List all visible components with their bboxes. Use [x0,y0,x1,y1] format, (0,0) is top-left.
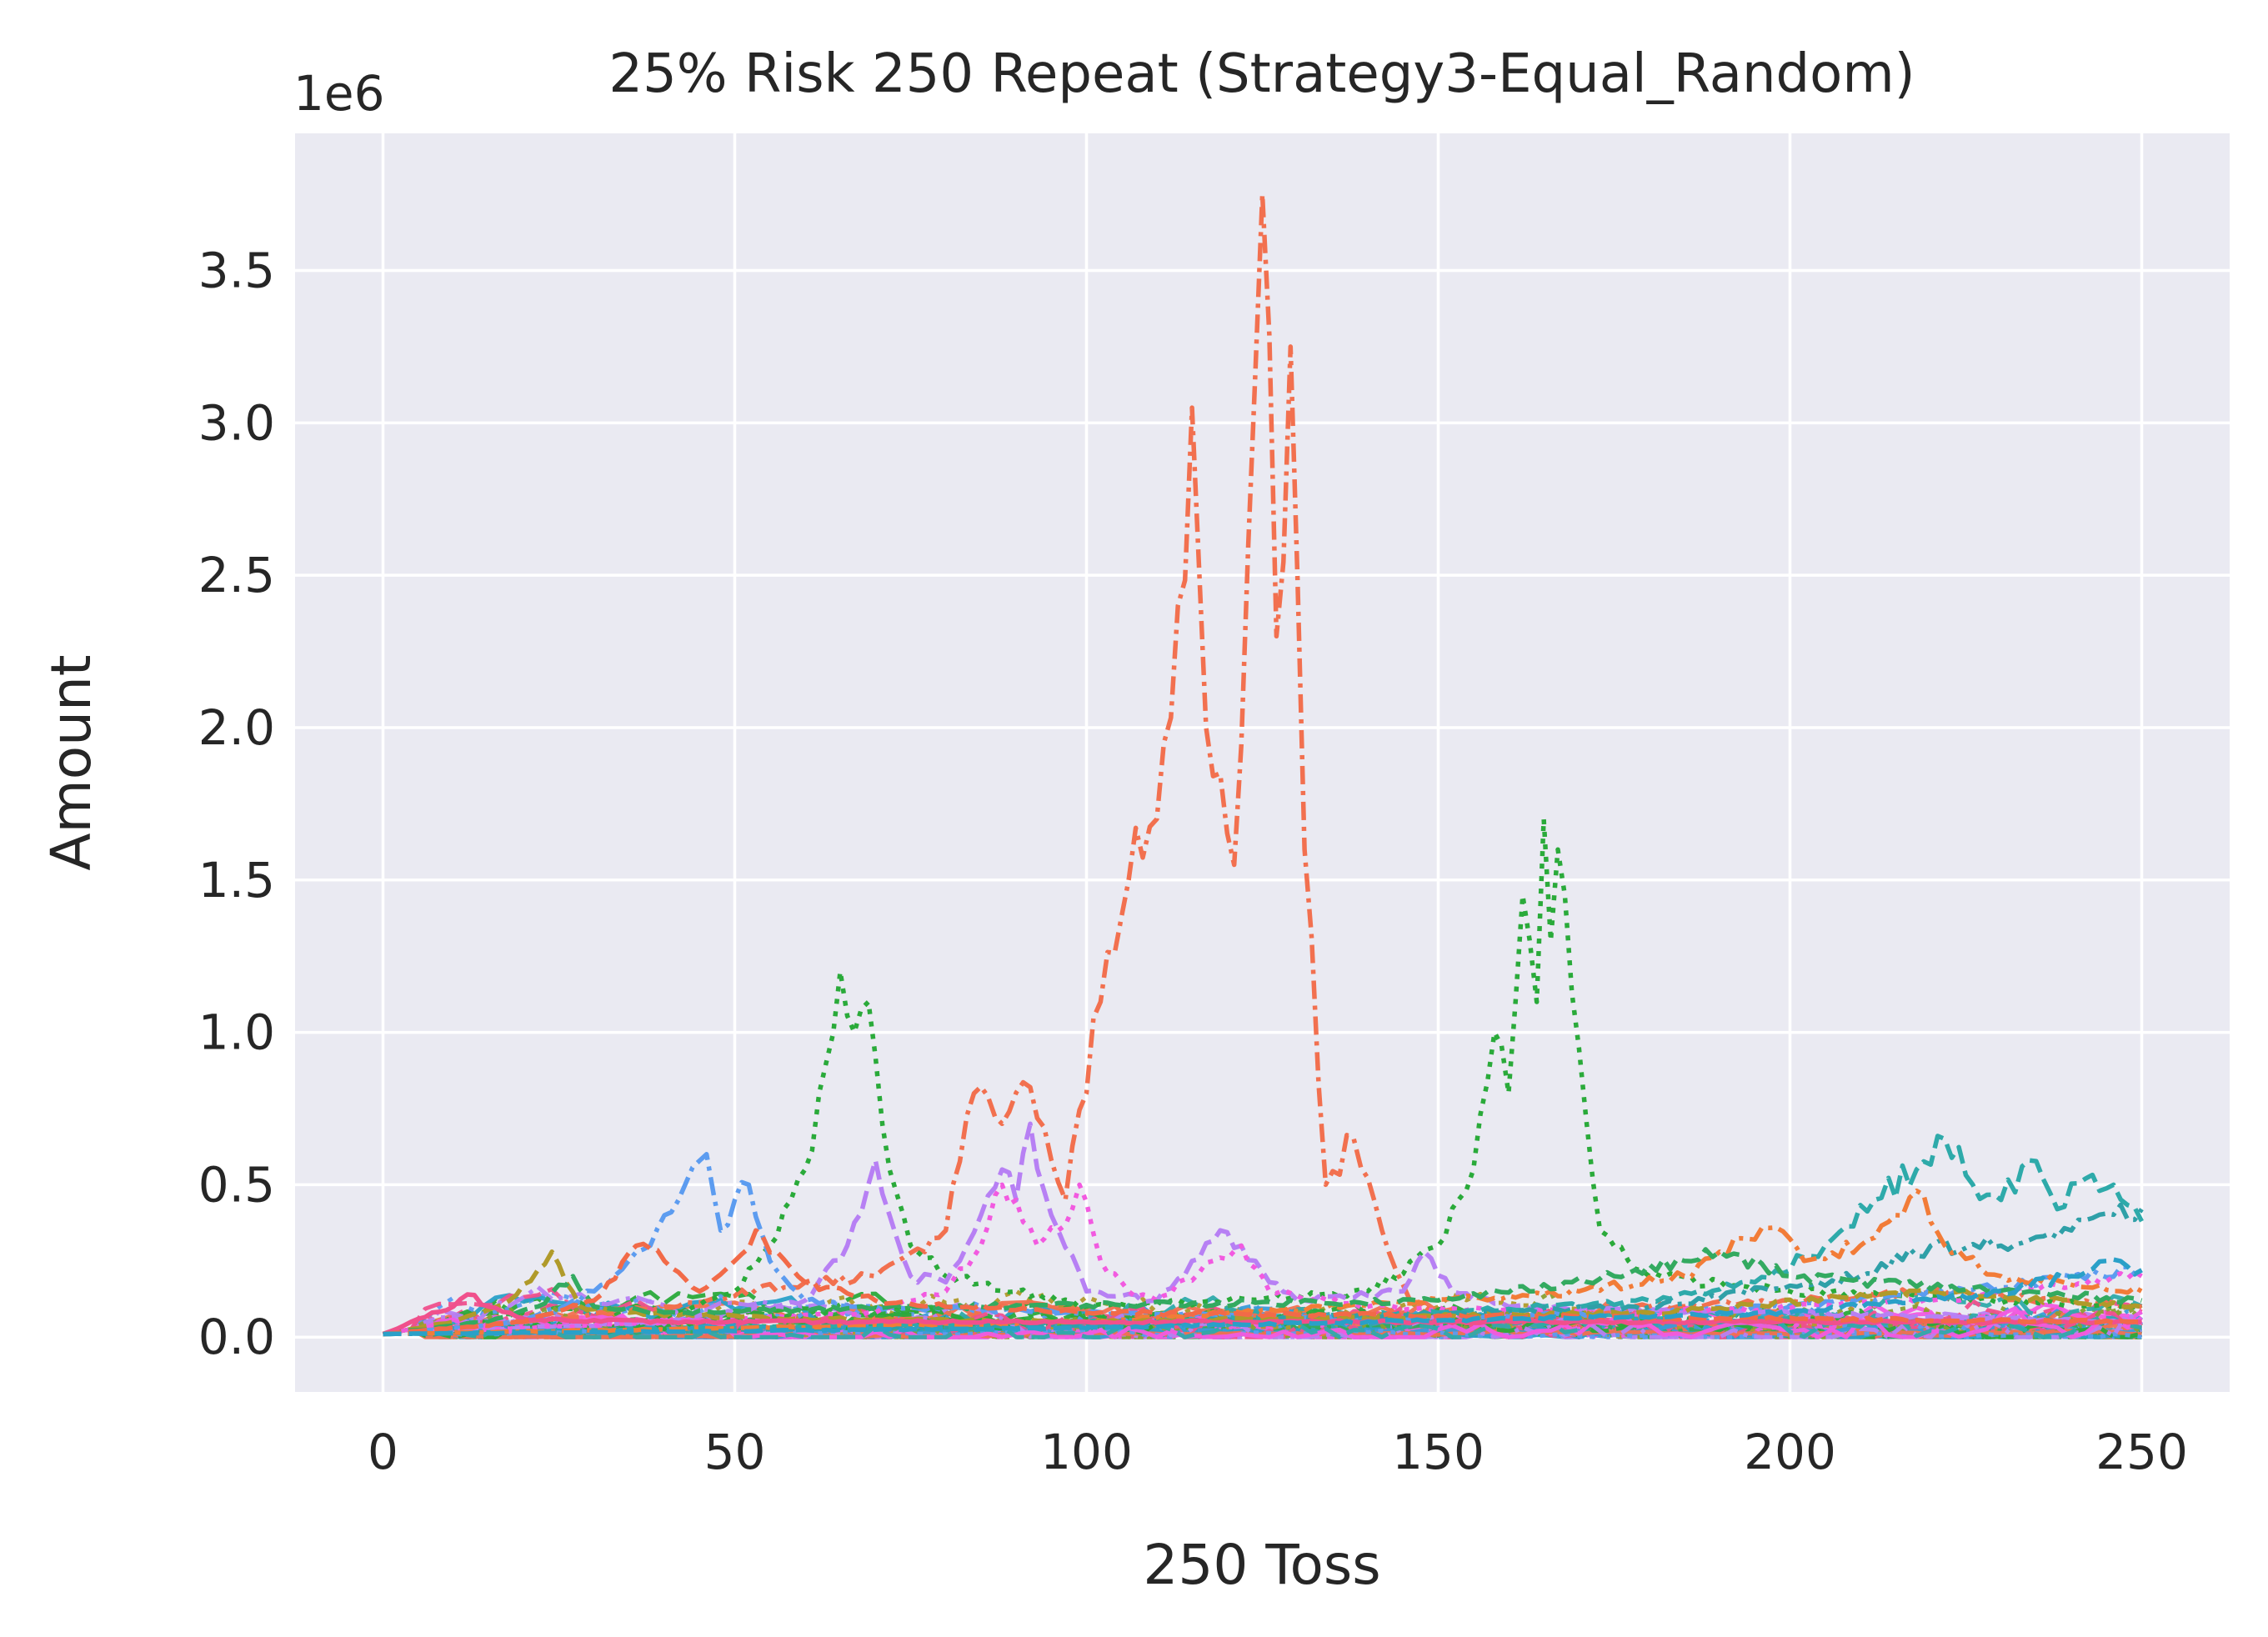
y-tick-label: 2.0 [198,699,275,756]
y-offset-label: 1e6 [293,65,385,122]
y-tick-label: 3.5 [198,243,275,299]
series-line-9 [383,1247,2143,1337]
grid-lines [295,133,2230,1392]
series-line-3 [383,1121,2142,1337]
y-tick-label: 0.0 [198,1309,275,1365]
x-tick-label: 100 [1040,1424,1133,1480]
x-tick-label: 50 [704,1424,766,1480]
y-tick-label: 0.5 [198,1156,275,1213]
series-line-0 [383,192,2142,1337]
y-axis-label: Amount [39,654,103,870]
highlighted-series [382,192,2144,1337]
series-line-11 [383,1228,2142,1337]
x-axis-label: 250 Toss [1143,1533,1380,1597]
x-tick-label: 0 [368,1424,398,1480]
x-tick-label: 200 [1744,1424,1836,1480]
y-tick-label: 1.0 [198,1004,275,1061]
series-line-4 [383,1182,2143,1337]
x-tick-label: 150 [1392,1424,1484,1480]
y-tick-label: 3.0 [198,394,275,451]
background-series-line [383,1284,2144,1339]
y-tick-labels: 0.0 0.5 1.0 1.5 2.0 2.5 3.0 3.5 [198,243,275,1366]
y-tick-label: 2.5 [198,547,275,603]
plot-background [295,133,2230,1392]
chart-title: 25% Risk 250 Repeat (Strategy3-Equal_Ran… [608,43,1915,105]
x-tick-label: 250 [2095,1424,2188,1480]
y-tick-label: 1.5 [198,852,275,909]
series-line-7 [383,1188,2143,1337]
x-tick-labels: 0 50 100 150 200 250 [368,1424,2188,1480]
series-line-12 [383,1257,2143,1337]
